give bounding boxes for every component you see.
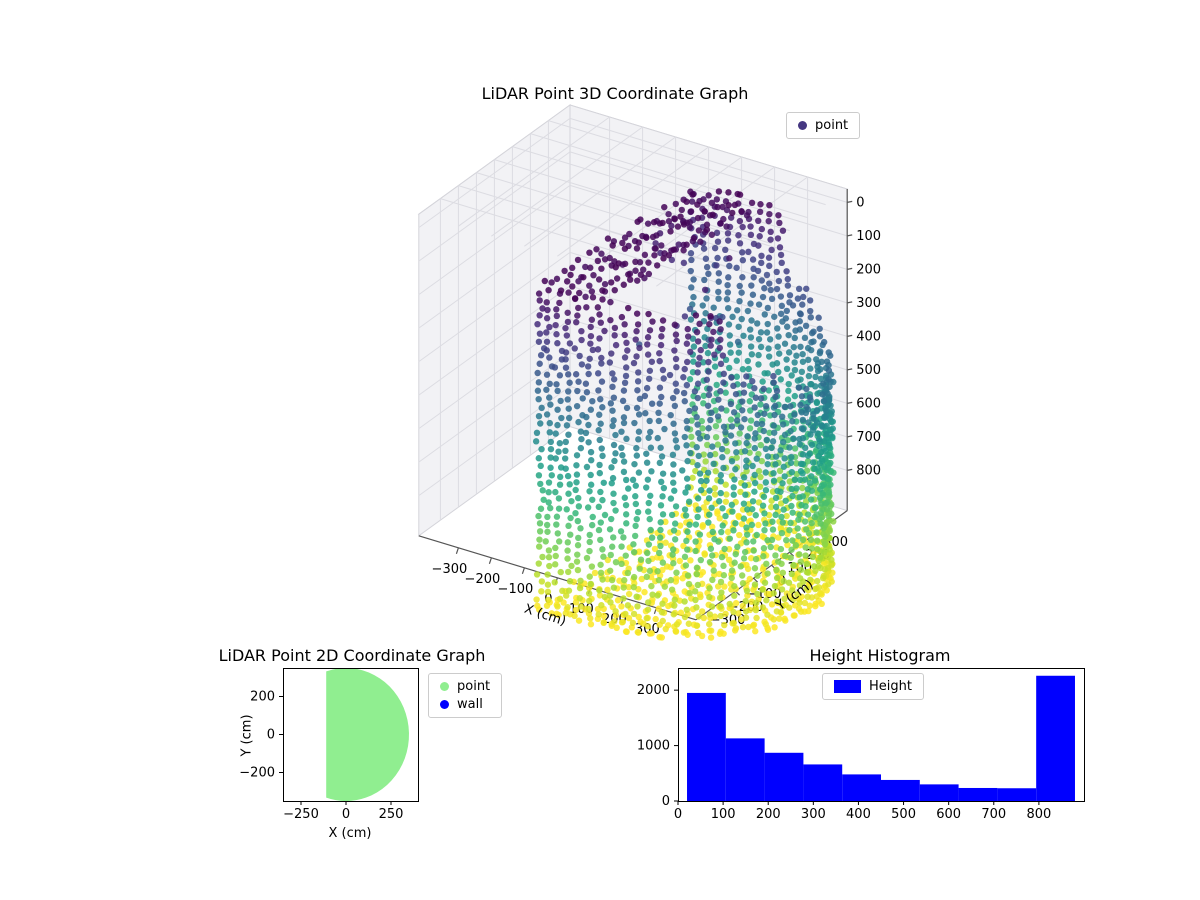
legend-label: Height: [869, 679, 912, 694]
legend-item-wall: wall: [440, 697, 490, 712]
histogram-legend: Height: [822, 673, 924, 700]
plot2d-ylabel: Y (cm): [239, 714, 255, 757]
plot2d-xlabel: X (cm): [328, 826, 372, 841]
plot3d-title: LiDAR Point 3D Coordinate Graph: [481, 84, 749, 103]
legend-patch-icon: [834, 680, 861, 693]
legend-dot-icon: [798, 121, 807, 130]
plot2d-title: LiDAR Point 2D Coordinate Graph: [218, 646, 486, 665]
plot2d-legend: point wall: [428, 673, 503, 718]
legend-dot-icon: [440, 700, 449, 709]
legend-item-Height: Height: [834, 679, 912, 694]
legend-item-point: point: [798, 118, 848, 133]
legend-item-point: point: [440, 679, 490, 694]
histogram-title: Height Histogram: [809, 646, 951, 665]
legend-label: point: [457, 679, 491, 694]
legend-dot-icon: [440, 682, 449, 691]
plot3d-legend: point: [786, 112, 861, 139]
legend-label: wall: [457, 697, 483, 712]
legend-label: point: [815, 118, 849, 133]
